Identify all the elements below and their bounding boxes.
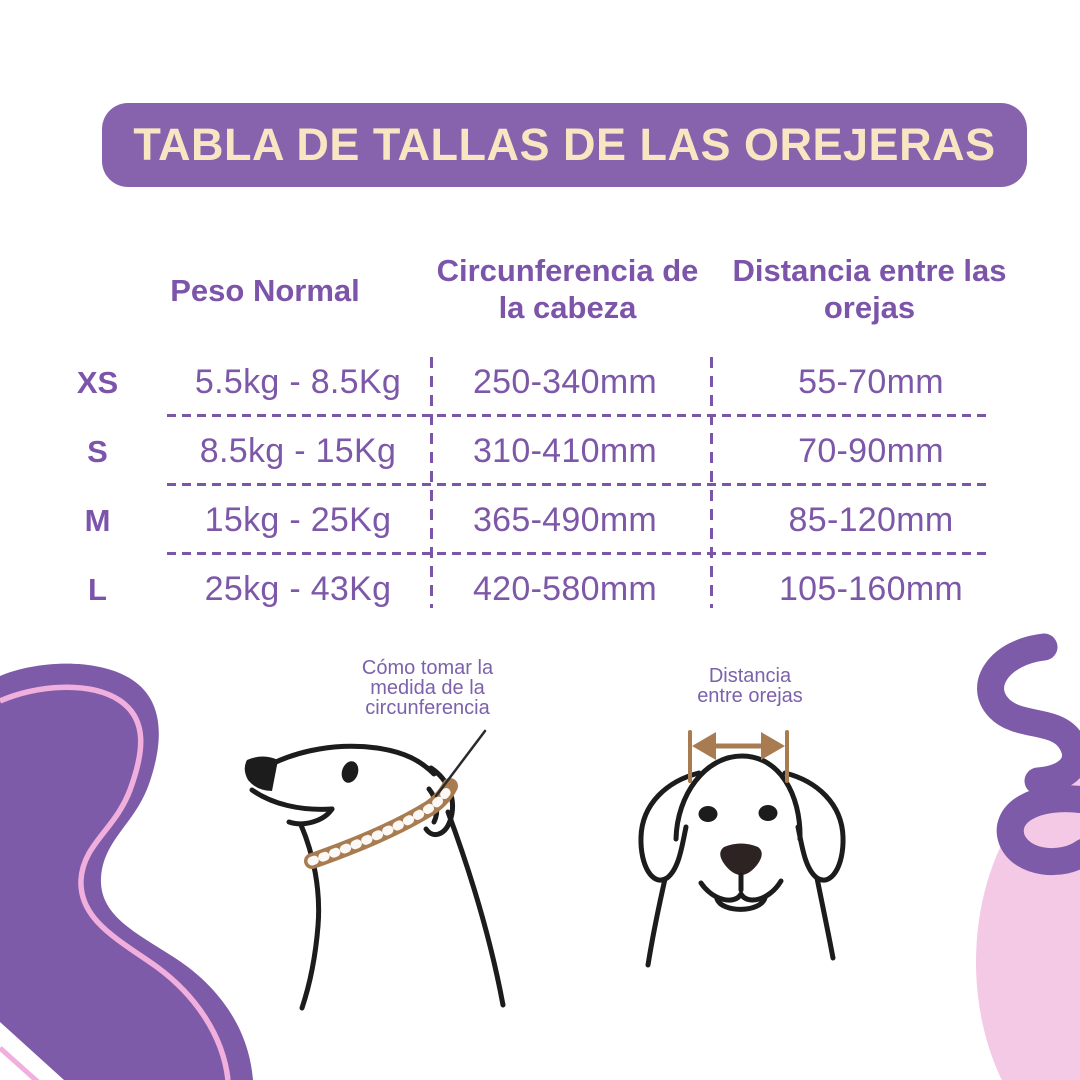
circumference-value: 365-490mm (472, 501, 658, 539)
dog-chin (714, 895, 768, 912)
circumference-value: 310-410mm (472, 432, 658, 470)
size-label: XS (76, 364, 119, 400)
row-divider (167, 483, 992, 486)
circumference-value: 420-580mm (472, 570, 658, 608)
dog-left-neck-line (645, 876, 668, 968)
dog-head-dome (673, 753, 803, 842)
row-divider (167, 414, 992, 417)
column-divider (710, 357, 713, 608)
dog-ear (423, 765, 455, 838)
dog-muzzle-line (249, 787, 335, 812)
circumference-annotation: Cómo tomar la medida de la circunferenci… (330, 658, 525, 718)
measuring-tape-ticks (307, 781, 455, 866)
squiggle-top-right (977, 633, 1080, 795)
dog-mouth-corner (286, 806, 335, 827)
blob-bottom-left (0, 663, 253, 1080)
dog-mouth (698, 878, 784, 903)
ear-distance-annotation: Distancia entre orejas (655, 666, 845, 706)
corner-pink-line (0, 1046, 40, 1080)
blob-outline-pink (0, 684, 231, 1080)
column-header-circunferencia: Circunferencia de la cabeza (436, 253, 699, 325)
distance-value: 85-120mm (788, 501, 954, 539)
annotation-line: medida de la (370, 677, 485, 699)
arrow-head-right (761, 732, 785, 760)
annotation-line: circunferencia (365, 697, 490, 719)
dog-right-eye (758, 805, 778, 821)
column-header-peso: Peso Normal (170, 272, 360, 308)
dog-front-nose (720, 843, 762, 875)
annotation-line: Distancia (708, 665, 792, 687)
dog-right-ear (782, 770, 846, 883)
dog-chest-line (298, 822, 322, 1011)
distance-value: 55-70mm (798, 363, 944, 401)
peso-value: 8.5kg - 15Kg (199, 432, 397, 470)
distance-value: 105-160mm (778, 570, 964, 608)
blob-bottom-right-pink (976, 760, 1080, 1080)
dog-nose (244, 756, 278, 791)
peso-value: 25kg - 43Kg (204, 570, 392, 608)
size-label: M (84, 502, 111, 538)
distance-value: 70-90mm (798, 432, 944, 470)
size-label: L (88, 571, 107, 607)
peso-value: 15kg - 25Kg (204, 501, 392, 539)
distance-arrow-icon (688, 730, 789, 783)
row-divider (167, 552, 992, 555)
squiggle-top-right-lower (996, 785, 1080, 876)
size-label: S (87, 433, 108, 469)
corner-white-stripe (0, 1022, 64, 1080)
arrow-head-left (692, 732, 716, 760)
title-banner: TABLA DE TALLAS DE LAS OREJERAS (102, 103, 1027, 187)
measuring-tape-icon (304, 778, 458, 869)
dog-back-neck-line (445, 809, 506, 1008)
page-title: TABLA DE TALLAS DE LAS OREJERAS (133, 119, 996, 170)
column-header-distancia: Distancia entre las orejas (732, 253, 1007, 325)
pointer-line (434, 729, 487, 798)
dog-right-neck-line (814, 875, 836, 961)
dog-eye (341, 761, 359, 783)
dog-forehead-line (261, 743, 437, 777)
dog-left-eye (698, 806, 718, 822)
column-divider (430, 357, 433, 608)
peso-value: 5.5kg - 8.5Kg (194, 363, 402, 401)
annotation-line: Cómo tomar la (361, 657, 494, 679)
dog-ear-fold (426, 786, 440, 825)
dog-left-ear (638, 770, 702, 883)
dog-profile-illustration (244, 729, 506, 1011)
annotation-line: entre orejas (697, 685, 803, 707)
circumference-value: 250-340mm (472, 363, 658, 401)
dog-front-illustration (638, 730, 846, 968)
